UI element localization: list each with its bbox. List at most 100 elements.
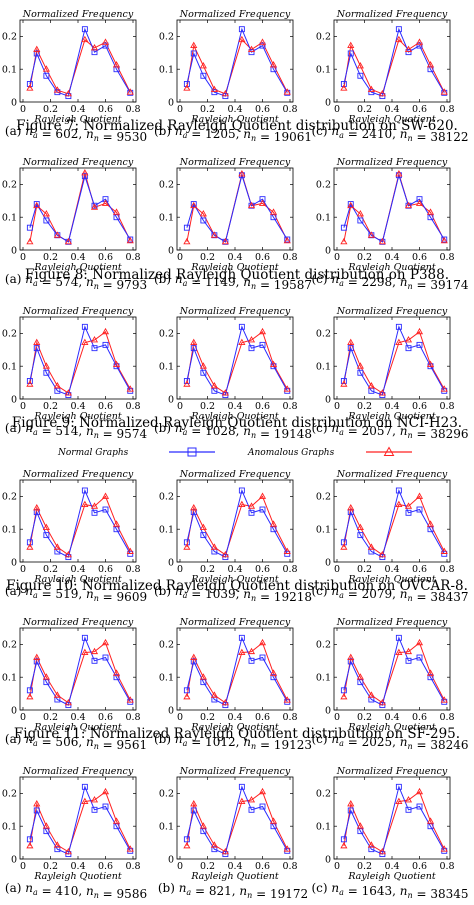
y-tick-label: 0 (11, 705, 17, 716)
y-tick-label: 0.2 (2, 789, 17, 800)
x-tick-label: 0.6 (255, 712, 270, 723)
data-point-anomalous (238, 797, 246, 805)
data-point-anomalous (415, 38, 424, 45)
data-point-anomalous (340, 84, 348, 91)
data-point-anomalous (126, 385, 134, 392)
plot-frame (333, 627, 451, 711)
y-tick-label: 0.2 (159, 640, 174, 651)
y-tick-label: 0 (325, 97, 331, 108)
figure-caption: Figure 9: Normalized Rayleigh Quotient d… (12, 415, 462, 431)
data-point-anomalous (426, 61, 435, 68)
x-tick-label: 0.8 (282, 712, 297, 723)
y-tick-label: 0.2 (316, 180, 331, 191)
subfigure-caption: (a) na = 519, nn = 9609 (5, 584, 147, 604)
data-point-anomalous (269, 61, 278, 68)
data-point-anomalous (81, 648, 89, 656)
y-tick-label: 0.2 (2, 329, 17, 340)
y-tick-label: 0.1 (159, 213, 174, 224)
x-tick-label: 0.6 (412, 104, 427, 115)
x-axis-label: Rayleigh Quotient (33, 722, 122, 733)
data-point-normal (190, 345, 197, 352)
data-point-anomalous (269, 817, 278, 824)
data-point-normal (91, 345, 98, 352)
data-point-anomalous (440, 385, 448, 392)
data-point-anomalous (183, 543, 191, 550)
data-point-anomalous (347, 799, 355, 807)
x-tick-label: 0.6 (98, 861, 113, 872)
chart-panel: Normalized Frequency 0 0.1 0.2 0 0.2 0.4 0.6 0.8… (311, 469, 468, 604)
y-tick-label: 0.2 (316, 32, 331, 43)
series-line-normal (343, 325, 445, 396)
data-point-anomalous (356, 523, 364, 531)
x-tick-label: 0.6 (98, 252, 113, 263)
y-tick-label: 0.1 (316, 525, 331, 536)
x-tick-label: 0.4 (384, 104, 399, 115)
y-axis-label: Normalized Frequency (179, 306, 291, 317)
y-axis-label: Normalized Frequency (336, 9, 448, 20)
data-point-normal (395, 487, 402, 494)
series-line-anomalous (29, 495, 131, 556)
x-tick-label: 0.6 (255, 252, 270, 263)
x-axis-label: Rayleigh Quotient (190, 871, 279, 882)
data-point-anomalous (283, 547, 291, 554)
subfigure-caption: (a) na = 574, nn = 9793 (5, 272, 147, 292)
data-point-anomalous (33, 338, 41, 346)
legend-label-anomalous: Anomalous Graphs (247, 448, 335, 458)
x-tick-label: 0.8 (125, 104, 140, 115)
series-line-anomalous (343, 171, 445, 243)
data-point-anomalous (210, 231, 218, 238)
data-point-anomalous (81, 500, 89, 508)
data-point-anomalous (81, 35, 89, 43)
data-point-anomalous (64, 550, 72, 558)
x-axis-label: Rayleigh Quotient (190, 114, 279, 125)
data-point-anomalous (283, 385, 291, 392)
data-point-anomalous (210, 85, 218, 92)
data-point-anomalous (42, 209, 50, 217)
data-point-anomalous (347, 201, 355, 209)
data-point-normal (416, 506, 423, 513)
data-point-normal (347, 50, 354, 57)
data-point-normal (81, 783, 88, 790)
data-point-anomalous (426, 360, 435, 368)
series-line-anomalous (186, 330, 288, 394)
data-point-anomalous (404, 201, 413, 209)
data-point-anomalous (283, 696, 291, 703)
series-line-anomalous (343, 38, 445, 95)
series-line-anomalous (343, 791, 445, 853)
data-point-anomalous (199, 523, 207, 531)
y-tick-label: 0.2 (316, 492, 331, 503)
legend-marker-anomalous (383, 446, 395, 456)
series-line-normal (186, 325, 288, 396)
data-point-anomalous (112, 817, 121, 824)
x-tick-label: 0.2 (357, 564, 372, 575)
data-point-normal (190, 50, 197, 57)
data-point-anomalous (126, 547, 134, 554)
data-point-normal (405, 509, 412, 516)
y-tick-label: 0.1 (159, 525, 174, 536)
data-point-anomalous (378, 847, 386, 855)
subfigure-caption: (b) na = 821, nn = 19172 (158, 881, 308, 901)
data-point-normal (248, 509, 255, 516)
data-point-anomalous (247, 647, 256, 655)
data-point-anomalous (81, 168, 89, 176)
data-point-anomalous (269, 208, 278, 215)
data-point-normal (102, 42, 109, 49)
data-point-anomalous (42, 822, 50, 829)
series-line-normal (29, 325, 131, 396)
data-point-anomalous (81, 797, 89, 805)
data-point-normal (200, 72, 207, 79)
y-tick-label: 0.2 (316, 789, 331, 800)
data-point-anomalous (404, 45, 413, 52)
plot-frame (19, 479, 137, 563)
chart-panel: Normalized Frequency 0 0.1 0.2 0 0.2 0.4 0.6 0.8… (2, 469, 147, 604)
x-axis-label: Rayleigh Quotient (33, 574, 122, 585)
data-point-normal (211, 846, 218, 853)
y-tick-label: 0.1 (316, 362, 331, 373)
y-tick-label: 0.1 (159, 673, 174, 684)
x-axis-label: Rayleigh Quotient (33, 114, 122, 125)
chart-panel: Normalized Frequency 0 0.1 0.2 0 0.2 0.4 0.6 0.8… (158, 766, 308, 901)
data-point-anomalous (404, 796, 413, 803)
chart-panel: Normalized Frequency 0 0.1 0.2 0 0.2 0.4 0.6 0.8… (154, 617, 312, 752)
data-point-normal (26, 378, 33, 384)
x-tick-label: 0 (20, 861, 26, 872)
